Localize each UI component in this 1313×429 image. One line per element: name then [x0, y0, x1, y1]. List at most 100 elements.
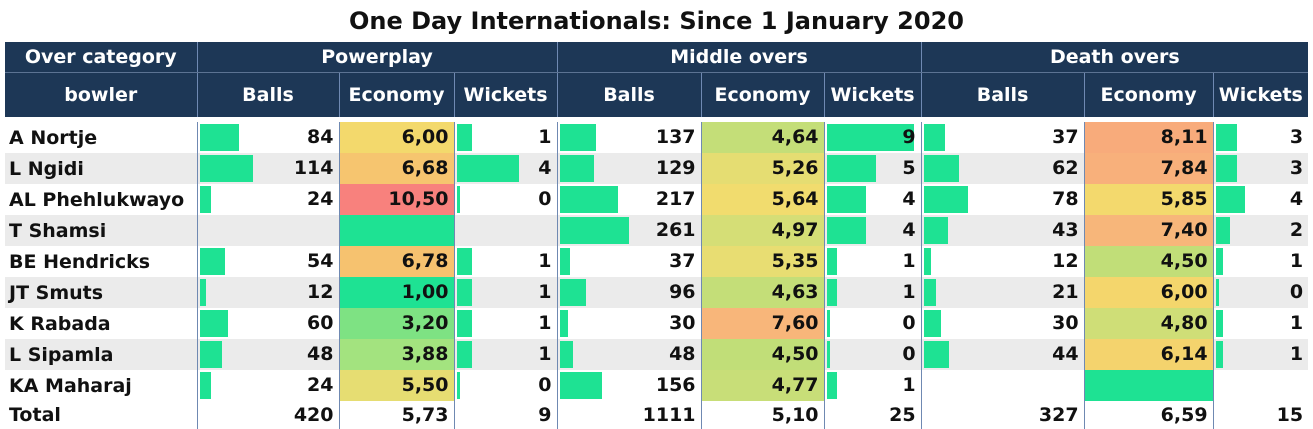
cell-mo-balls: 137: [557, 122, 702, 153]
cell-do-wkts: 4: [1213, 184, 1308, 215]
chart-title: One Day Internationals: Since 1 January …: [349, 7, 964, 35]
value-mo-balls: 129: [655, 157, 696, 179]
header-over-category: Over category: [5, 42, 198, 73]
value-mo-eco: 7,60: [771, 312, 819, 334]
value-mo-balls: 137: [655, 126, 696, 148]
cell-do-eco: 4,80: [1084, 308, 1214, 339]
cell-do-balls: 327: [921, 401, 1085, 429]
bar-pp-balls: [199, 372, 211, 399]
cell-do-balls: 44: [921, 339, 1085, 370]
cell-do-eco: 6,14: [1084, 339, 1214, 370]
value-do-wkts: 3: [1289, 157, 1304, 179]
value-do-eco: 6,14: [1160, 343, 1208, 365]
bowler-name: L Ngidi: [5, 153, 198, 184]
cell-pp-wkts: 4: [454, 153, 558, 184]
bar-mo-wkts: [826, 341, 830, 368]
cell-pp-eco: 6,68: [339, 153, 455, 184]
bar-do-wkts: [1215, 279, 1219, 306]
bar-pp-wkts: [456, 310, 472, 337]
table-row: KA Maharaj 24 5,50 0 156 4,77 1: [5, 370, 1308, 401]
cell-do-eco: 4,50: [1084, 246, 1214, 277]
value-pp-wkts: 1: [538, 126, 552, 148]
cell-do-balls: 43: [921, 215, 1085, 246]
value-do-wkts: 0: [1289, 281, 1304, 303]
value-pp-eco: 3,20: [401, 312, 449, 334]
value-pp-eco: 6,78: [401, 250, 449, 272]
cell-pp-wkts: 1: [454, 308, 558, 339]
cell-do-eco: [1084, 370, 1214, 401]
value-pp-eco: 5,50: [401, 374, 449, 396]
value-mo-wkts: 0: [902, 343, 916, 365]
value-do-eco: 6,00: [1160, 281, 1208, 303]
value-do-wkts: 15: [1276, 404, 1304, 426]
cell-pp-balls: 114: [197, 153, 340, 184]
value-do-wkts: 2: [1289, 219, 1304, 241]
bar-mo-balls: [559, 248, 570, 275]
bowler-name: KA Maharaj: [5, 370, 198, 401]
table-row: L Sipamla 48 3,88 1 48 4,50 0 44 6,14 1: [5, 339, 1309, 370]
cell-mo-eco: 4,77: [701, 370, 825, 401]
value-do-balls: 43: [1052, 219, 1079, 241]
cell-do-balls: 12: [921, 246, 1085, 277]
value-mo-eco: 5,64: [771, 188, 819, 210]
cell-mo-wkts: 25: [824, 401, 922, 429]
bar-do-balls: [923, 186, 968, 213]
bar-mo-balls: [559, 124, 596, 151]
value-pp-eco: 1,00: [401, 281, 449, 303]
table-row: BE Hendricks 54 6,78 1 37 5,35 1 12 4,50 1: [5, 246, 1308, 277]
cell-pp-eco: 3,88: [339, 339, 455, 370]
bar-mo-balls: [559, 279, 586, 306]
cell-mo-balls: 217: [557, 184, 702, 215]
cell-mo-wkts: 1: [824, 277, 922, 308]
bar-do-balls: [923, 279, 936, 306]
value-mo-eco: 5,35: [771, 250, 819, 272]
bar-pp-wkts: [456, 341, 472, 368]
value-do-balls: 12: [1052, 250, 1079, 272]
cell-mo-balls: 48: [557, 339, 702, 370]
bar-mo-wkts: [826, 248, 837, 275]
value-mo-eco: 4,97: [771, 219, 819, 241]
bar-pp-balls: [199, 124, 239, 151]
bar-mo-balls: [559, 341, 573, 368]
cell-mo-eco: 4,97: [701, 215, 825, 246]
bar-do-wkts: [1215, 186, 1245, 213]
header-do-economy: Economy: [1084, 72, 1214, 117]
bar-pp-balls: [199, 310, 228, 337]
value-pp-balls: 12: [307, 281, 334, 303]
cell-mo-wkts: 0: [824, 339, 922, 370]
value-pp-balls: 48: [307, 343, 334, 365]
cell-mo-eco: 5,26: [701, 153, 825, 184]
value-mo-wkts: 9: [902, 126, 916, 148]
value-pp-balls: 114: [293, 157, 334, 179]
value-mo-wkts: 25: [889, 404, 916, 426]
bar-pp-wkts: [456, 279, 472, 306]
table-row: A Nortje 84 6,00 1 137 4,64 9 37 8,11 3: [5, 122, 1308, 153]
cell-do-eco: 5,85: [1084, 184, 1214, 215]
header-mo-wickets: Wickets: [824, 72, 922, 117]
cell-do-wkts: 1: [1213, 308, 1308, 339]
cell-mo-balls: 1111: [557, 401, 702, 429]
cell-pp-balls: [197, 215, 340, 246]
value-mo-eco: 4,77: [771, 374, 819, 396]
header-pp-balls: Balls: [197, 72, 340, 117]
value-mo-wkts: 1: [902, 374, 916, 396]
value-mo-wkts: 5: [902, 157, 916, 179]
cell-do-eco: 7,84: [1084, 153, 1214, 184]
bar-do-balls: [923, 310, 941, 337]
value-mo-balls: 96: [669, 281, 696, 303]
value-mo-eco: 4,64: [771, 126, 819, 148]
bar-do-wkts: [1215, 124, 1237, 151]
value-mo-balls: 217: [655, 188, 696, 210]
table-row: K Rabada 60 3,20 1 30 7,60 0 30 4,80 1: [5, 308, 1308, 339]
value-pp-balls: 420: [293, 404, 334, 426]
value-pp-eco: 3,88: [401, 343, 449, 365]
bar-mo-wkts: [826, 186, 866, 213]
cell-mo-wkts: 1: [824, 370, 922, 401]
header-mo-economy: Economy: [701, 72, 825, 117]
header-do-wickets: Wickets: [1213, 72, 1309, 117]
cell-pp-eco: 6,00: [339, 122, 455, 153]
table-row: L Ngidi 114 6,68 4 129 5,26 5 62 7,84 3: [5, 153, 1309, 184]
bar-mo-wkts: [826, 279, 837, 306]
value-mo-eco: 4,50: [771, 343, 819, 365]
bar-do-wkts: [1215, 248, 1223, 275]
